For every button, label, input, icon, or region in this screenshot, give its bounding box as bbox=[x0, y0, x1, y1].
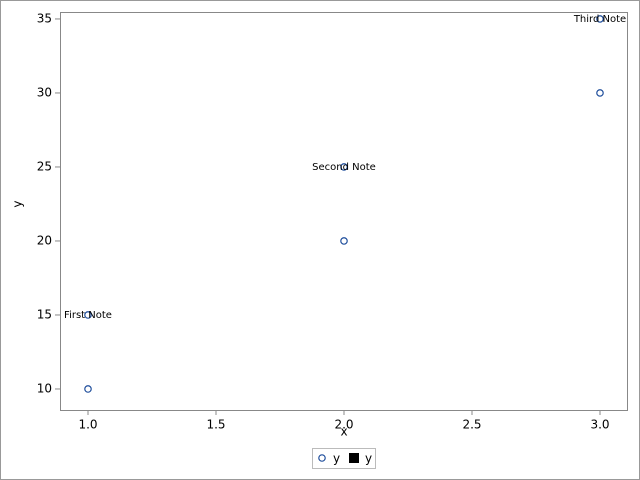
x-tick-label: 2.0 bbox=[334, 418, 353, 432]
point bbox=[340, 237, 348, 245]
point bbox=[596, 89, 604, 97]
x-tick-label: 2.5 bbox=[462, 418, 481, 432]
x-tick-label: 1.0 bbox=[78, 418, 97, 432]
y-tick-label: 25 bbox=[37, 159, 52, 173]
legend-label: y bbox=[365, 452, 372, 466]
y-tick-label: 20 bbox=[37, 233, 52, 247]
point-note: Second Note bbox=[312, 162, 376, 173]
legend bbox=[312, 448, 376, 469]
point-note: Third Note bbox=[573, 14, 626, 25]
point bbox=[340, 163, 348, 171]
x-tick-label: 3.0 bbox=[590, 418, 609, 432]
y-tick-label: 10 bbox=[37, 381, 52, 395]
legend-label: y bbox=[333, 452, 340, 466]
point bbox=[596, 15, 604, 23]
point bbox=[84, 311, 92, 319]
legend-marker bbox=[318, 454, 326, 462]
y-tick-label: 30 bbox=[37, 85, 52, 99]
point bbox=[84, 385, 92, 393]
legend-marker bbox=[349, 453, 359, 463]
x-tick-label: 1.5 bbox=[206, 418, 225, 432]
y-axis-label: y bbox=[11, 200, 25, 207]
y-tick-label: 35 bbox=[37, 11, 52, 25]
x-axis-label: x bbox=[340, 425, 347, 439]
y-tick-label: 15 bbox=[37, 307, 52, 321]
point-note: First Note bbox=[64, 310, 112, 321]
